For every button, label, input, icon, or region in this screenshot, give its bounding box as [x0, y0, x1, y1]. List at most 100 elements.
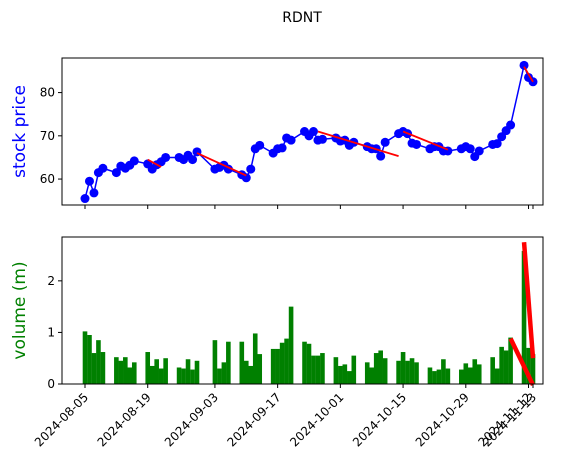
- volume-bar: [239, 341, 245, 384]
- price-chart: 60 70 80 stock price: [10, 57, 544, 209]
- volume-bar: [243, 360, 249, 384]
- volume-ytick-label: 2: [47, 274, 55, 288]
- volume-bar: [190, 369, 195, 384]
- volume-bar: [131, 362, 137, 384]
- price-ylabel: stock price: [10, 85, 30, 178]
- volume-bar: [463, 363, 469, 384]
- price-point: [89, 188, 99, 198]
- xtick-label: 2024-10-29: [413, 390, 472, 449]
- price-point: [111, 168, 121, 178]
- volume-bar: [154, 359, 159, 384]
- volume-bar: [248, 365, 254, 384]
- xtick-label: 2024-09-03: [162, 390, 221, 449]
- xtick-label: 2024-10-01: [287, 390, 346, 449]
- price-point: [246, 164, 256, 174]
- volume-bar: [149, 365, 155, 384]
- volume-bar: [526, 347, 531, 384]
- volume-bar: [221, 362, 227, 384]
- volume-chart: 0 1 2 2024-08-05 2024-08-19 2024-09-03 2024-09…: [10, 236, 544, 449]
- price-point: [80, 194, 90, 204]
- volume-bar: [194, 360, 200, 384]
- price-point: [376, 151, 386, 161]
- volume-bar: [96, 340, 101, 384]
- xtick-label: 2024-11-13: [480, 390, 539, 449]
- volume-bar: [315, 355, 321, 384]
- volume-bar: [342, 364, 348, 384]
- volume-ytick-label: 0: [47, 377, 55, 391]
- price-point: [380, 137, 390, 147]
- volume-axes-frame: [61, 236, 544, 385]
- volume-bar: [364, 362, 370, 384]
- price-trend-line: [402, 130, 449, 151]
- volume-bar: [378, 350, 383, 384]
- volume-bar: [396, 360, 401, 384]
- price-point: [308, 127, 318, 136]
- volume-bar: [127, 367, 133, 384]
- volume-bar: [100, 352, 106, 384]
- volume-bar: [467, 367, 473, 384]
- volume-bar: [436, 369, 442, 384]
- price-point: [255, 140, 265, 150]
- volume-bar: [338, 365, 343, 384]
- volume-bar: [405, 360, 410, 384]
- volume-bar: [445, 368, 451, 384]
- volume-bar: [508, 337, 513, 384]
- xtick-label: 2024-09-17: [225, 390, 284, 449]
- volume-bar: [459, 369, 464, 384]
- price-point: [84, 176, 94, 186]
- volume-bar: [302, 341, 307, 384]
- volume-bar: [530, 354, 536, 384]
- price-point: [277, 143, 287, 153]
- volume-bar: [212, 340, 218, 384]
- volume-bar: [181, 368, 186, 384]
- volume-bar: [476, 364, 482, 384]
- price-point: [492, 139, 502, 149]
- volume-bar: [145, 352, 151, 384]
- price-ytick-label: 80: [40, 86, 55, 100]
- price-trend-line: [317, 130, 399, 158]
- volume-bar: [217, 368, 222, 384]
- volume-bar: [270, 348, 276, 384]
- price-point: [129, 156, 139, 166]
- volume-bar: [521, 250, 527, 384]
- volume-bar: [472, 359, 478, 384]
- volume-bar: [118, 360, 124, 384]
- volume-bar: [288, 306, 294, 384]
- xtick-label: 2024-08-19: [95, 390, 154, 449]
- volume-bar: [91, 353, 97, 384]
- volume-bar: [351, 355, 357, 384]
- volume-ytick-label: 1: [47, 325, 55, 339]
- price-point: [412, 139, 422, 149]
- volume-bar: [257, 354, 263, 384]
- price-point: [286, 135, 296, 145]
- price-trend-line: [147, 158, 162, 168]
- volume-bar: [226, 341, 231, 384]
- price-trend-line: [196, 152, 247, 177]
- volume-bar: [306, 343, 312, 384]
- volume-bar: [414, 362, 419, 384]
- volume-bar: [347, 371, 352, 384]
- xtick-label: 2024-08-05: [32, 390, 91, 449]
- price-point: [474, 146, 484, 156]
- volume-bar: [400, 352, 406, 384]
- volume-bar: [158, 368, 164, 384]
- volume-bar: [441, 359, 446, 384]
- volume-bar: [176, 367, 182, 384]
- volume-bar: [284, 338, 289, 384]
- price-point: [98, 163, 108, 173]
- volume-bar: [494, 368, 500, 384]
- volume-bar: [163, 358, 168, 384]
- volume-bar: [252, 333, 258, 384]
- volume-bar: [114, 357, 119, 384]
- volume-bar: [382, 358, 388, 384]
- volume-bar: [279, 342, 285, 384]
- price-point: [161, 152, 171, 162]
- volume-bar: [87, 335, 92, 384]
- price-trend-line: [523, 66, 534, 83]
- price-point: [317, 134, 327, 144]
- volume-bar: [490, 357, 495, 384]
- volume-trend-line: [521, 241, 536, 359]
- volume-bar: [275, 348, 280, 384]
- volume-bar: [373, 353, 379, 384]
